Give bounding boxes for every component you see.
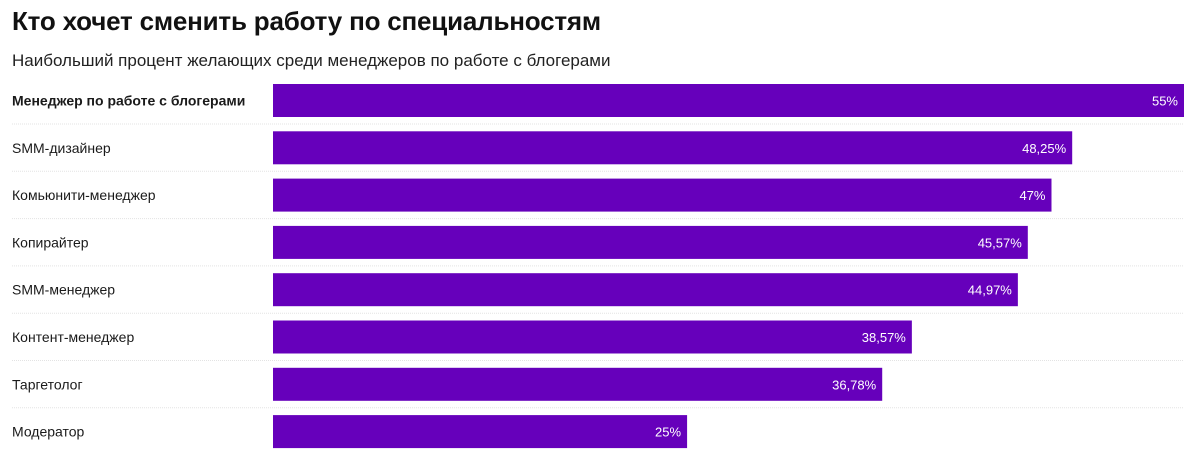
value-label: 36,78%: [832, 377, 877, 392]
bar: [273, 84, 1184, 117]
bar: [273, 320, 912, 354]
bar: [273, 131, 1073, 165]
category-label: SMM-менеджер: [12, 282, 115, 298]
value-label: 45,57%: [978, 235, 1023, 250]
bar: [273, 273, 1018, 307]
value-label: 38,57%: [862, 330, 907, 345]
value-label: 44,97%: [968, 283, 1013, 298]
bar: [273, 225, 1028, 259]
category-label: SMM-дизайнер: [12, 140, 111, 156]
value-label: 55%: [1152, 94, 1178, 109]
bar: [273, 415, 688, 449]
bar: [273, 367, 883, 401]
value-label: 25%: [655, 425, 681, 440]
chart-subtitle: Наибольший процент желающих среди менедж…: [12, 51, 611, 70]
category-label: Таргетолог: [12, 376, 83, 392]
chart-title: Кто хочет сменить работу по специальност…: [12, 6, 601, 36]
category-label: Контент-менеджер: [12, 329, 134, 345]
category-label: Комьюнити-менеджер: [12, 187, 156, 203]
bar: [273, 178, 1052, 212]
category-label: Менеджер по работе с блогерами: [12, 93, 245, 109]
category-label: Копирайтер: [12, 234, 89, 250]
value-label: 48,25%: [1022, 141, 1067, 156]
value-label: 47%: [1019, 188, 1045, 203]
category-label: Модератор: [12, 424, 85, 440]
